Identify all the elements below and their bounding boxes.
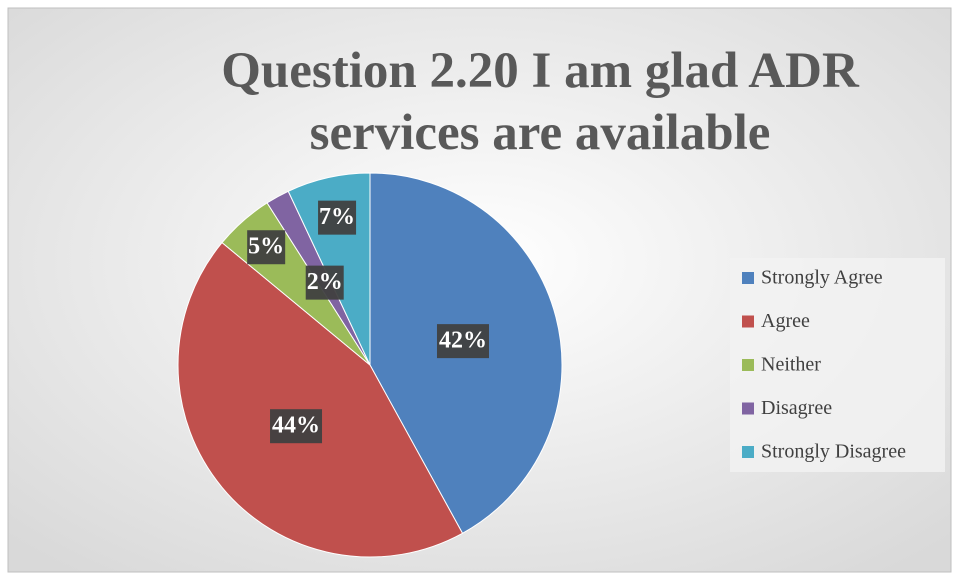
legend-label: Neither <box>761 354 821 376</box>
chart-title: Question 2.20 I am glad ADR services are… <box>221 43 859 161</box>
legend-swatch <box>742 402 754 415</box>
legend-swatch <box>742 272 754 284</box>
data-label-box <box>305 265 344 300</box>
data-label: 5% <box>248 234 284 260</box>
legend-label: Disagree <box>761 397 832 419</box>
legend-label: Agree <box>761 310 810 332</box>
legend-label: Strongly Agree <box>761 267 883 289</box>
legend-label: Strongly Disagree <box>761 441 906 463</box>
legend-swatch <box>742 315 754 328</box>
data-label: 7% <box>319 204 355 230</box>
data-label: 44% <box>272 413 320 439</box>
legend-box <box>730 258 945 472</box>
legend-swatch <box>742 446 754 458</box>
data-label-box <box>436 324 489 359</box>
data-label: 42% <box>439 328 487 354</box>
pie-slice <box>177 241 464 558</box>
data-label-box <box>270 409 323 444</box>
data-label: 2% <box>307 269 343 295</box>
data-label-box <box>247 230 286 265</box>
legend-swatch <box>742 359 754 371</box>
data-label-box <box>318 200 357 235</box>
